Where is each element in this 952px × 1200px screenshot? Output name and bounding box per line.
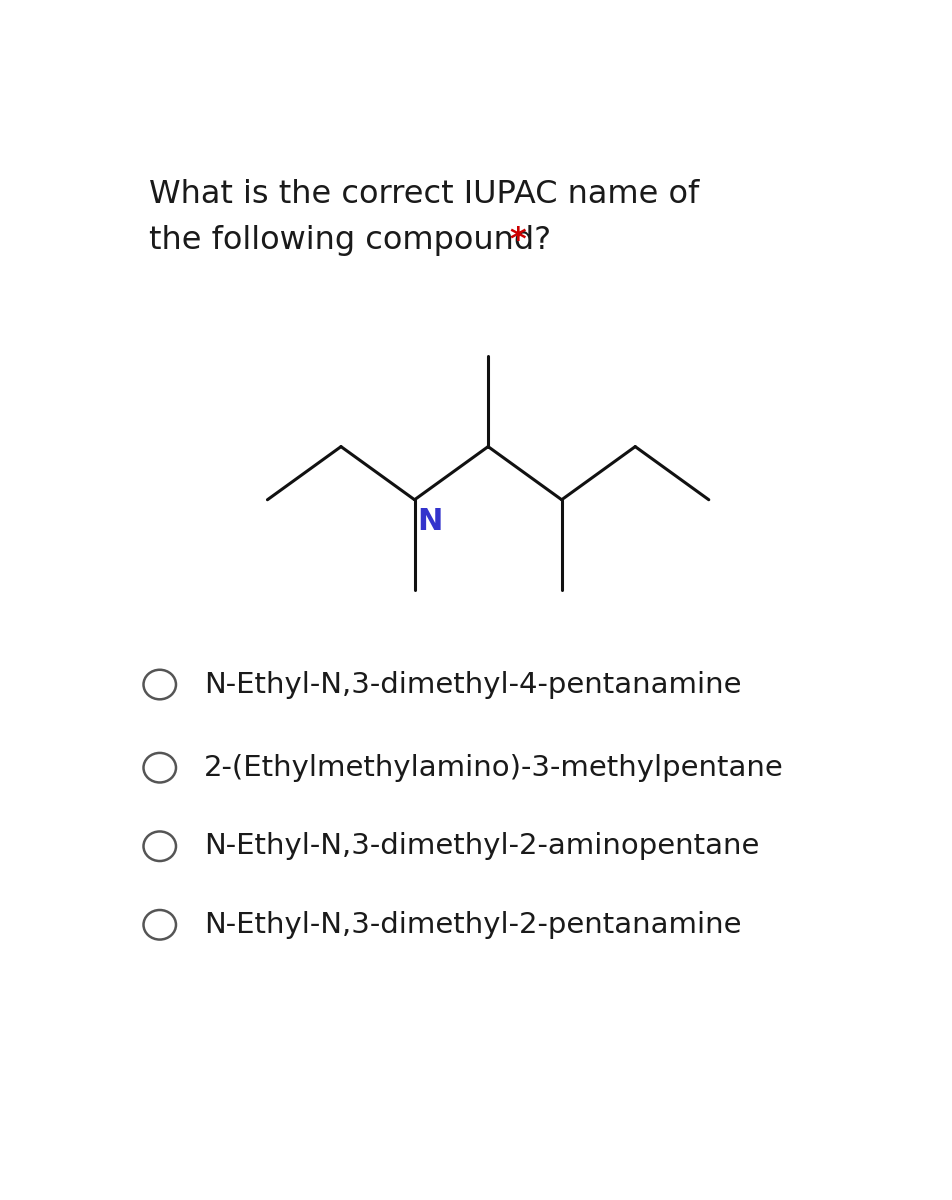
Text: 2-(Ethylmethylamino)-3-methylpentane: 2-(Ethylmethylamino)-3-methylpentane: [204, 754, 783, 781]
Text: the following compound?: the following compound?: [149, 226, 561, 257]
Text: What is the correct IUPAC name of: What is the correct IUPAC name of: [149, 179, 698, 210]
Text: N-Ethyl-N,3-dimethyl-2-aminopentane: N-Ethyl-N,3-dimethyl-2-aminopentane: [204, 833, 759, 860]
Text: N-Ethyl-N,3-dimethyl-2-pentanamine: N-Ethyl-N,3-dimethyl-2-pentanamine: [204, 911, 741, 938]
Text: N: N: [417, 508, 443, 536]
Text: *: *: [508, 226, 526, 257]
Text: N-Ethyl-N,3-dimethyl-4-pentanamine: N-Ethyl-N,3-dimethyl-4-pentanamine: [204, 671, 741, 698]
